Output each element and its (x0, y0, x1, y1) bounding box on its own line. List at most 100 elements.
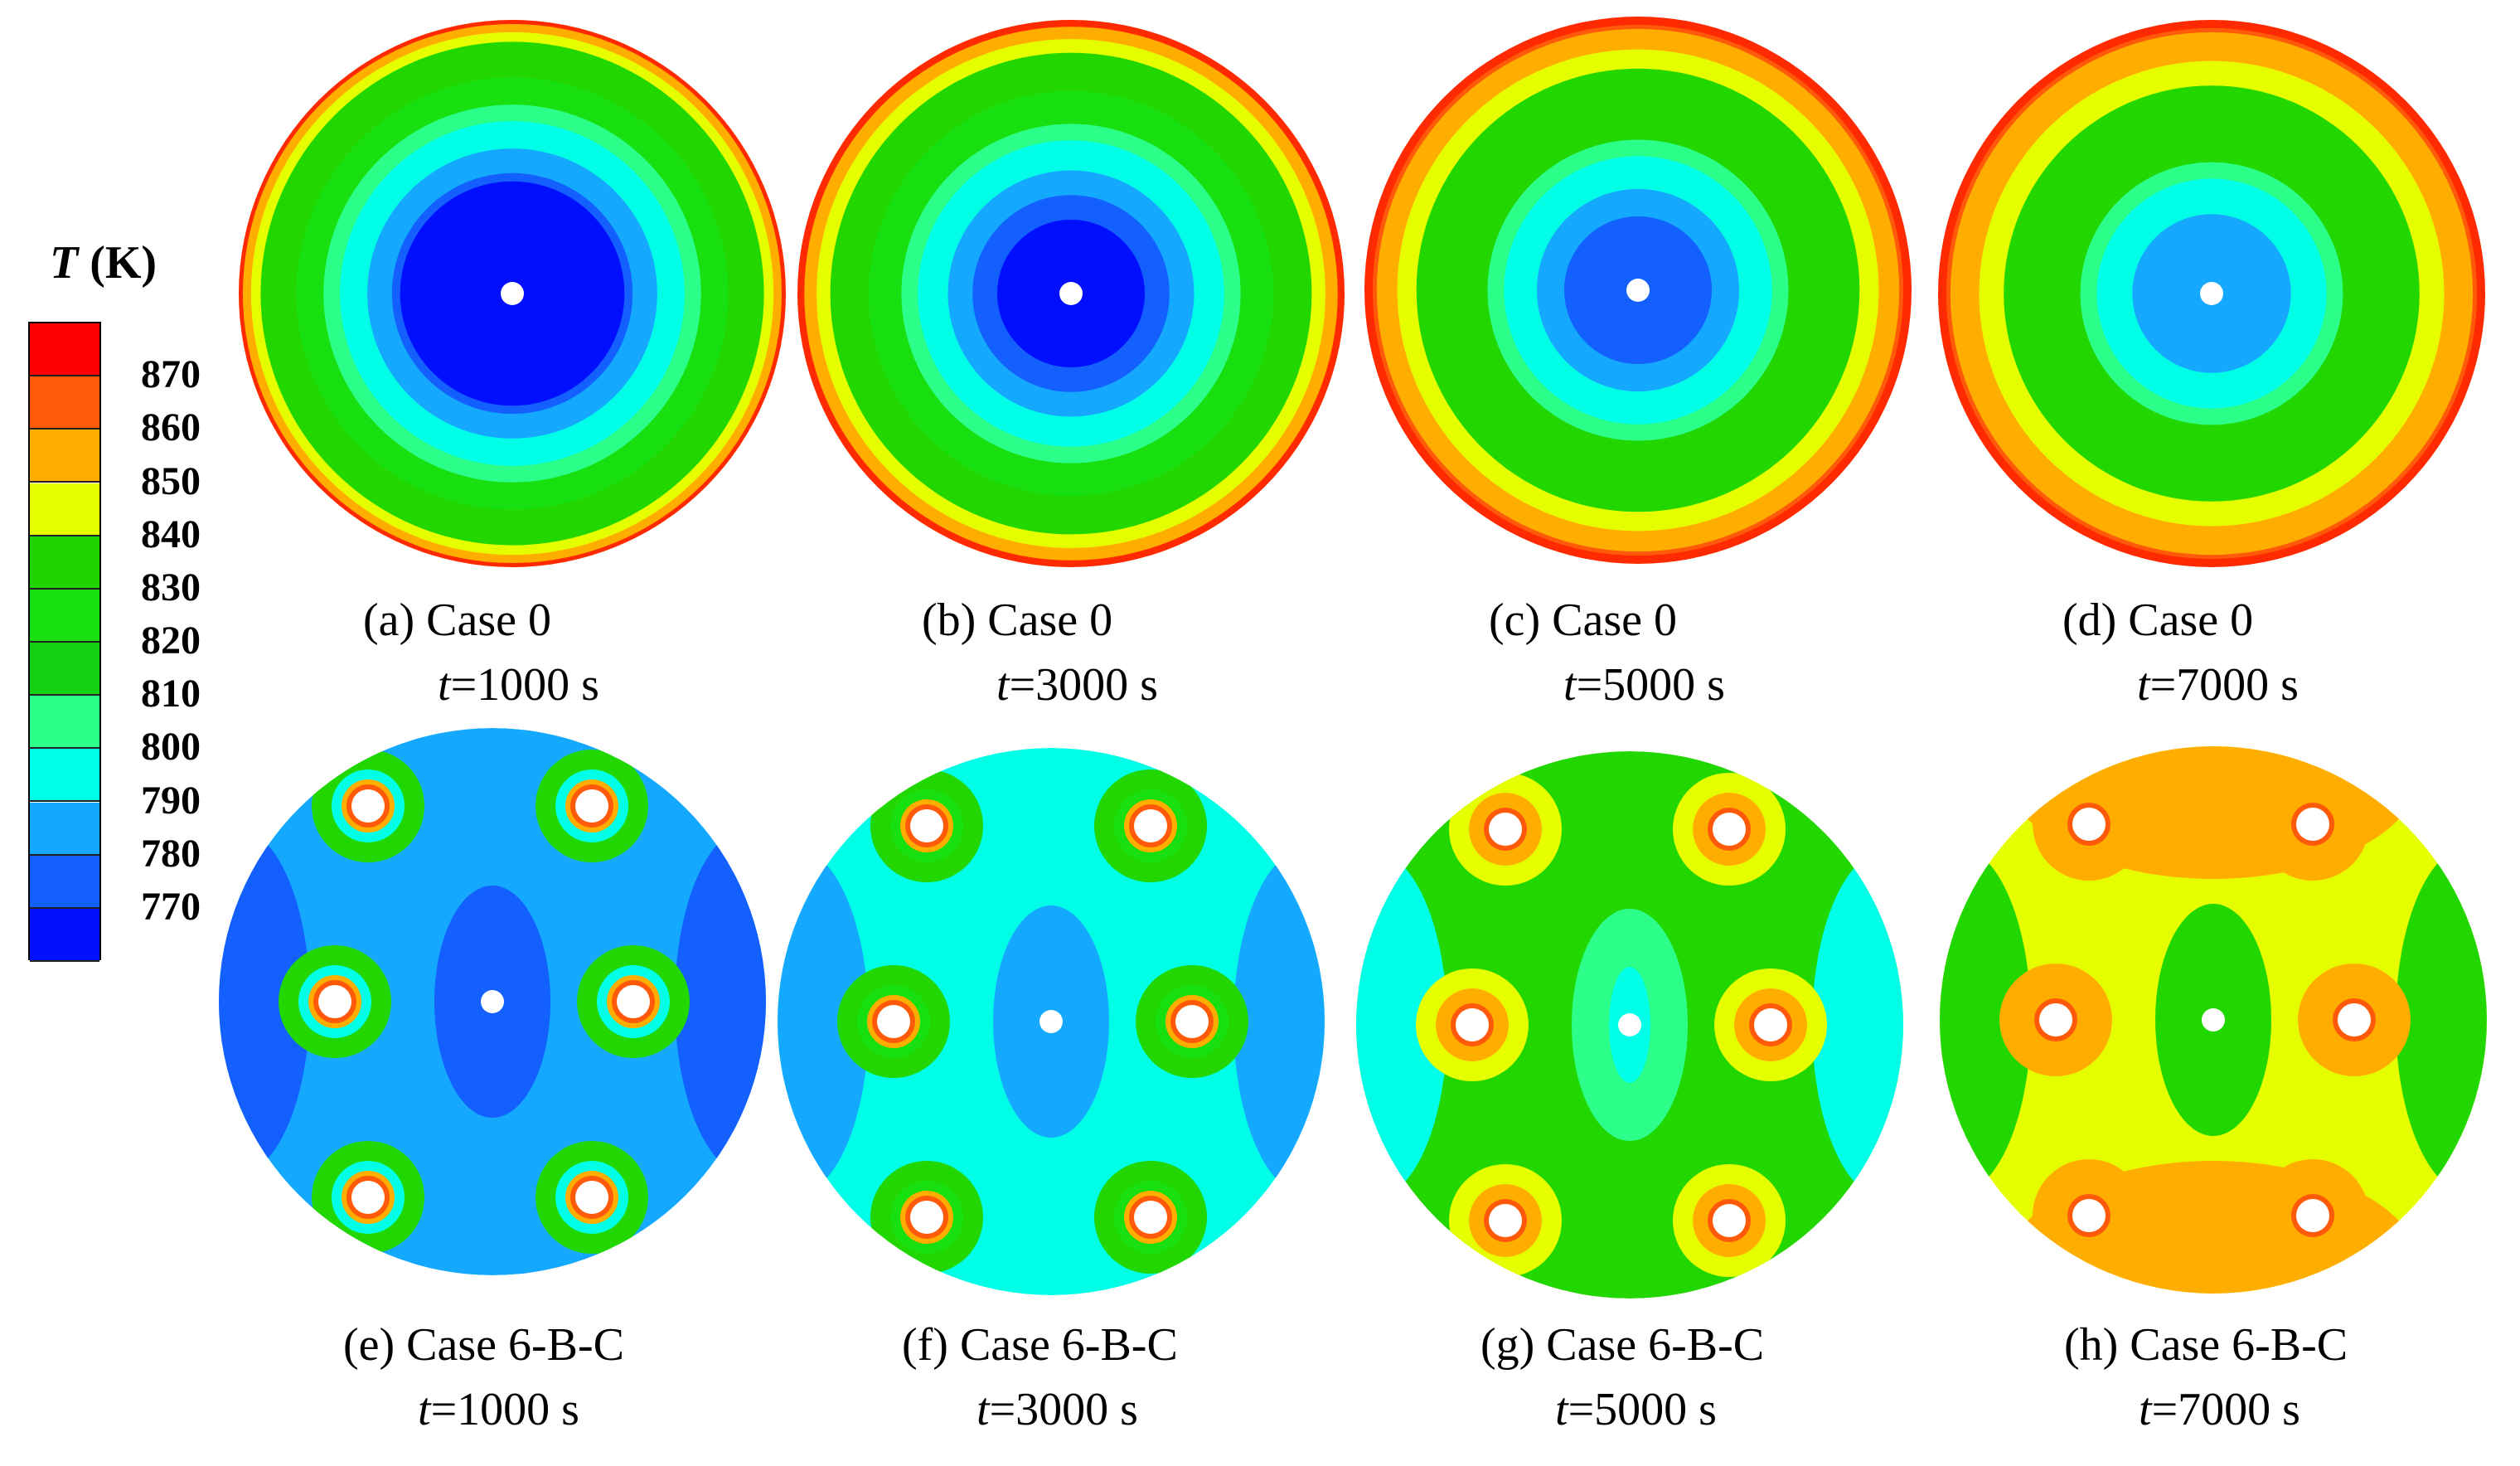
colorbar-cell (30, 802, 99, 856)
time-value: =7000 s (2149, 659, 2299, 711)
pipe-bore (575, 1181, 608, 1214)
pipe-bore (617, 985, 650, 1018)
time-value: =3000 s (1009, 659, 1158, 711)
panel-time: t=5000 s (1563, 662, 1725, 708)
panel-time: t=7000 s (2139, 1386, 2300, 1433)
panel-caption: (b) Case 0 (922, 595, 1113, 646)
time-variable: t (2137, 659, 2150, 711)
panel-time: t=3000 s (976, 1386, 1138, 1433)
pipe-bore (351, 1181, 385, 1214)
colorbar-tick-label: 870 (141, 352, 201, 397)
time-value: =3000 s (989, 1384, 1138, 1435)
time-variable: t (2139, 1384, 2152, 1435)
contour-field (219, 728, 766, 1275)
panel-caption: (h) Case 6-B-C (2064, 1319, 2348, 1371)
colorbar-tick-label: 790 (141, 778, 201, 823)
colorbar-tick-label: 770 (141, 884, 201, 929)
legend-unit: (K) (90, 237, 158, 289)
pipe-bore (2039, 1003, 2072, 1036)
panel-time: t=7000 s (2137, 662, 2299, 708)
time-value: =5000 s (1568, 1384, 1717, 1435)
panel-caption: (f) Case 6-B-C (902, 1319, 1178, 1371)
panel-caption: (d) Case 0 (2062, 595, 2254, 646)
side-zone-right (2396, 846, 2487, 1194)
pipe-bore (351, 789, 385, 823)
contour-disk-a (239, 20, 786, 567)
side-zone-left (1356, 851, 1447, 1199)
colorbar-tick-label: 780 (141, 831, 201, 876)
panel-caption: (a) Case 0 (363, 595, 552, 646)
colorbar-cell (30, 855, 99, 909)
contour-disk-f (778, 748, 1325, 1295)
colorbar-tick-label: 840 (141, 512, 201, 556)
time-variable: t (976, 1384, 990, 1435)
panel-caption: (c) Case 0 (1489, 595, 1678, 646)
side-zone-left (778, 847, 869, 1196)
panel-caption: (e) Case 6-B-C (343, 1319, 625, 1371)
time-variable: t (996, 659, 1010, 711)
time-value: =5000 s (1576, 659, 1725, 711)
pipe-bore (1175, 1005, 1209, 1038)
center-hole (1626, 279, 1650, 302)
colorbar-tick-label: 850 (141, 459, 201, 503)
center-hole (2202, 1008, 2225, 1032)
pipe-bore (1489, 813, 1522, 846)
colorbar-cell (30, 643, 99, 697)
pipe-bore (1489, 1204, 1522, 1237)
center-hole (1059, 282, 1083, 305)
contour-disk-e (219, 728, 766, 1275)
contour-disk-b (797, 20, 1345, 567)
pipe-bore (910, 1201, 943, 1234)
colorbar-tick-label: 810 (141, 672, 201, 716)
pipe-bore (1134, 809, 1167, 842)
colorbar-cell (30, 376, 99, 430)
time-value: =1000 s (430, 1384, 579, 1435)
side-zone-right (675, 828, 766, 1176)
colorbar (28, 322, 101, 962)
panel-time: t=3000 s (996, 662, 1158, 708)
center-hole (1618, 1013, 1641, 1036)
colorbar-cell (30, 696, 99, 750)
colorbar-cell (30, 908, 99, 962)
colorbar-tick-label: 830 (141, 565, 201, 609)
contour-disk-h (1940, 746, 2487, 1294)
time-value: =1000 s (450, 659, 599, 711)
pipe-bore (910, 809, 943, 842)
pipe-bore (2338, 1003, 2371, 1036)
contour-disk-d (1938, 20, 2485, 567)
pipe-bore (1754, 1008, 1787, 1041)
center-hole (1040, 1010, 1063, 1033)
side-zone-right (1812, 851, 1903, 1199)
colorbar-cell (30, 589, 99, 643)
colorbar-tick-label: 860 (141, 405, 201, 450)
pipe-bore (1713, 813, 1746, 846)
time-variable: t (438, 659, 451, 711)
contour-disk-g (1356, 751, 1903, 1299)
colorbar-cell (30, 430, 99, 483)
colorbar-cell (30, 749, 99, 803)
colorbar-cell (30, 483, 99, 536)
pipe-bore (1134, 1201, 1167, 1234)
contour-field (1940, 746, 2487, 1294)
colorbar-tick-label: 800 (141, 725, 201, 769)
center-hole (2200, 282, 2223, 305)
side-zone-right (1233, 847, 1325, 1196)
pipe-bore (2072, 808, 2106, 841)
legend-title: T (K) (50, 236, 157, 289)
contour-disk-c (1364, 17, 1912, 564)
center-hole (501, 282, 524, 305)
panel-time: t=1000 s (418, 1386, 579, 1433)
panel-caption: (g) Case 6-B-C (1480, 1319, 1765, 1371)
colorbar-cell (30, 323, 99, 377)
time-variable: t (1555, 1384, 1568, 1435)
side-zone-left (219, 828, 310, 1176)
pipe-bore (877, 1005, 910, 1038)
legend-symbol: T (50, 237, 79, 289)
pipe-bore (2296, 1199, 2329, 1232)
pipe-bore (2296, 808, 2329, 841)
pipe-bore (1713, 1204, 1746, 1237)
pipe-bore (318, 985, 351, 1018)
contour-field (1356, 751, 1903, 1299)
panel-time: t=1000 s (438, 662, 599, 708)
